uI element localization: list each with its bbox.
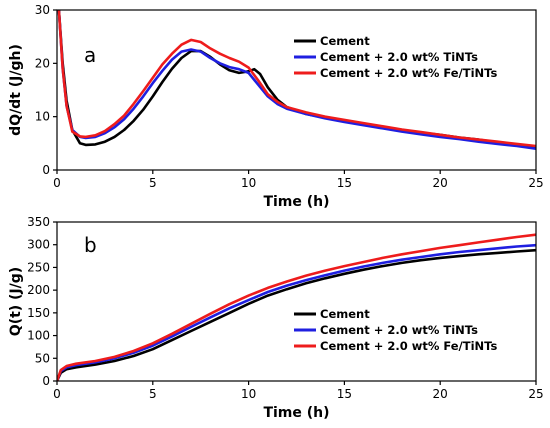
plot-frame xyxy=(56,9,537,171)
y-axis-label: Q(t) (J/g) xyxy=(8,267,24,336)
plot-frame xyxy=(56,221,537,382)
legend: Cement Cement + 2.0 wt% TiNTs Cement + 2.0… xyxy=(294,305,526,359)
y-tick-label: 0 xyxy=(42,374,50,388)
x-tick-label: 0 xyxy=(53,387,61,401)
y-tick-label: 150 xyxy=(27,306,50,320)
y-tick-label: 10 xyxy=(35,110,50,124)
legend-box xyxy=(294,32,526,86)
series-line-1 xyxy=(57,248,536,381)
y-tick-label: 50 xyxy=(35,351,50,365)
y-tick-label: 0 xyxy=(42,163,50,177)
legend-entry: Cement + 2.0 wt% TiNTs xyxy=(320,50,478,64)
x-tick-label: 10 xyxy=(241,176,256,190)
legend-entry: Cement + 2.0 wt% TiNTs xyxy=(320,323,478,337)
x-axis-label: Time (h) xyxy=(263,405,329,421)
legend-entry: Cement + 2.0 wt% Fe/TiNTs xyxy=(320,66,497,80)
x-tick-label: 25 xyxy=(528,176,543,190)
x-tick-label: 25 xyxy=(528,387,543,401)
x-tick-label: 15 xyxy=(337,176,352,190)
x-tick-label: 20 xyxy=(433,176,448,190)
chart-panel-a: 0 5 10 15 20 25 0 10 20 30 Time (h) dQ/dt (J/gh) a Ce… xyxy=(8,3,544,210)
panel-label: a xyxy=(84,43,96,67)
x-tick-label: 10 xyxy=(241,387,256,401)
legend-entry: Cement xyxy=(320,307,370,321)
series-line-3 xyxy=(57,233,536,381)
series-line-2 xyxy=(57,243,536,381)
legend: Cement Cement + 2.0 wt% TiNTs Cement + 2.0… xyxy=(294,32,526,86)
series-line-3 xyxy=(57,10,536,148)
legend-entry: Cement xyxy=(320,34,370,48)
y-tick-label: 300 xyxy=(27,238,50,252)
panel-label: b xyxy=(84,233,97,257)
legend-box xyxy=(294,305,526,359)
y-tick-label: 100 xyxy=(27,329,50,343)
y-axis-label: dQ/dt (J/gh) xyxy=(8,44,24,136)
y-tick-label: 30 xyxy=(35,3,50,17)
legend-entry: Cement + 2.0 wt% Fe/TiNTs xyxy=(320,339,497,353)
y-tick-label: 200 xyxy=(27,283,50,297)
x-tick-label: 15 xyxy=(337,387,352,401)
y-tick-label: 250 xyxy=(27,260,50,274)
x-axis-label: Time (h) xyxy=(263,194,329,210)
x-tick-label: 5 xyxy=(149,387,157,401)
x-tick-label: 5 xyxy=(149,176,157,190)
x-tick-label: 20 xyxy=(433,387,448,401)
y-tick-label: 350 xyxy=(27,215,50,229)
y-tick-label: 20 xyxy=(35,56,50,70)
x-tick-label: 0 xyxy=(53,176,61,190)
series-line-2 xyxy=(57,10,536,150)
